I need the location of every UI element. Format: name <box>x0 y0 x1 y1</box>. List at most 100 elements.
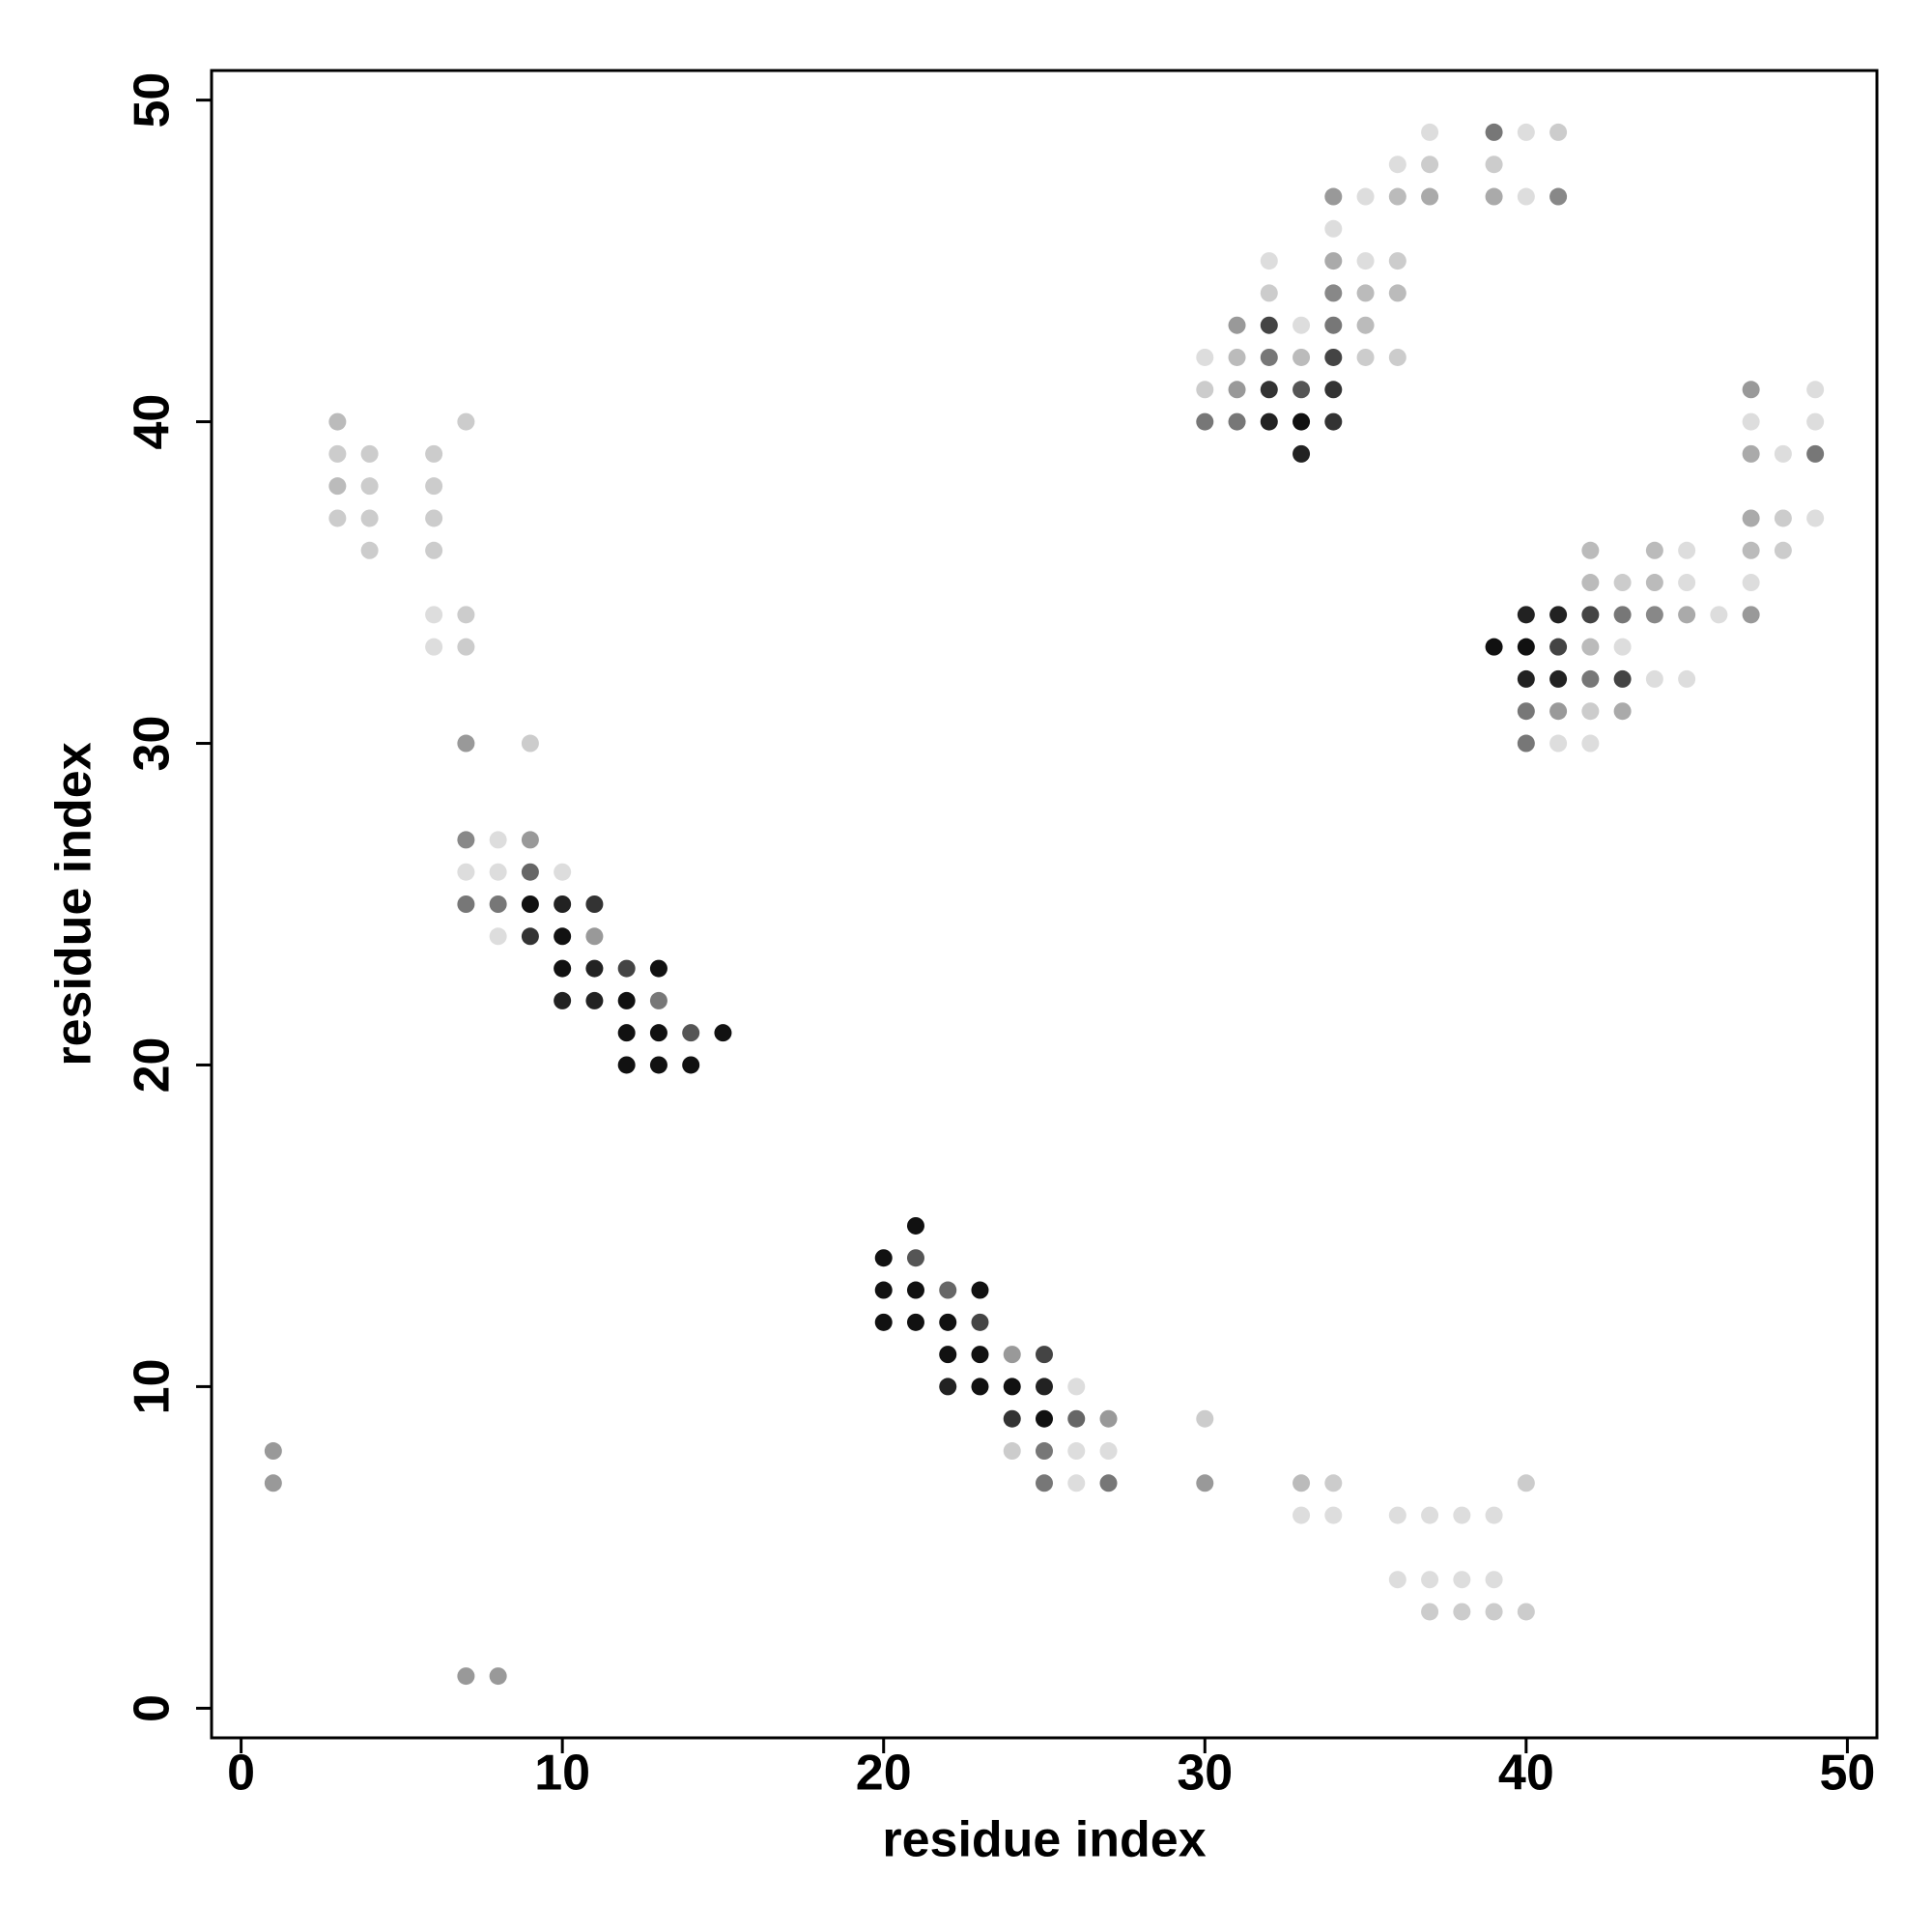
point <box>1356 187 1375 206</box>
point <box>617 959 636 978</box>
point <box>1421 1571 1439 1589</box>
point <box>1067 1442 1086 1461</box>
point <box>1742 606 1760 624</box>
x-tick-label: 40 <box>1498 1746 1554 1802</box>
point <box>1293 444 1311 463</box>
point <box>585 959 604 978</box>
point <box>1581 638 1600 656</box>
point <box>1453 1603 1471 1621</box>
point <box>906 1313 924 1331</box>
point <box>971 1313 989 1331</box>
point <box>457 606 475 624</box>
point <box>1645 669 1663 688</box>
point <box>1324 1506 1343 1524</box>
point <box>425 444 443 463</box>
point <box>874 1281 893 1299</box>
x-tick-label: 10 <box>534 1746 590 1802</box>
point <box>1517 187 1535 206</box>
point <box>1678 606 1696 624</box>
point <box>1228 316 1246 334</box>
point <box>1806 509 1825 527</box>
point <box>521 734 539 753</box>
point <box>425 606 443 624</box>
point <box>1356 348 1375 366</box>
point <box>1196 412 1214 431</box>
point <box>1421 1506 1439 1524</box>
y-tick-label: 50 <box>125 72 181 128</box>
point <box>1293 1474 1311 1492</box>
point <box>1099 1409 1118 1428</box>
point <box>360 541 379 559</box>
point <box>1388 1506 1406 1524</box>
point <box>457 1667 475 1686</box>
point <box>682 1056 700 1074</box>
point <box>906 1281 924 1299</box>
point <box>1774 444 1792 463</box>
point <box>1388 156 1406 174</box>
point <box>554 863 572 881</box>
point <box>1293 348 1311 366</box>
point <box>1613 606 1632 624</box>
point <box>1742 381 1760 399</box>
point <box>1581 541 1600 559</box>
point <box>1549 702 1568 721</box>
point <box>1774 541 1792 559</box>
plot-frame <box>210 69 1879 1740</box>
point <box>489 927 507 946</box>
point <box>1036 1474 1053 1492</box>
point <box>1324 284 1343 302</box>
point <box>1645 606 1663 624</box>
point <box>1581 702 1600 721</box>
point <box>1453 1571 1471 1589</box>
point <box>1517 1474 1535 1492</box>
point <box>1581 574 1600 592</box>
point <box>1581 669 1600 688</box>
point <box>617 1024 636 1042</box>
point <box>1260 316 1278 334</box>
point <box>1196 381 1214 399</box>
point <box>489 895 507 913</box>
point <box>1517 669 1535 688</box>
point <box>1517 1603 1535 1621</box>
point <box>328 412 347 431</box>
point <box>360 444 379 463</box>
point <box>1806 412 1825 431</box>
point <box>1613 669 1632 688</box>
point <box>1196 1409 1214 1428</box>
point <box>554 895 572 913</box>
point <box>649 1056 668 1074</box>
x-tick-label: 30 <box>1177 1746 1233 1802</box>
point <box>971 1378 989 1396</box>
point <box>1421 123 1439 141</box>
point <box>1293 412 1311 431</box>
point <box>1774 509 1792 527</box>
point <box>1517 606 1535 624</box>
point <box>1645 541 1663 559</box>
point <box>1003 1442 1021 1461</box>
point <box>1293 316 1311 334</box>
point <box>906 1249 924 1267</box>
point <box>1196 348 1214 366</box>
point <box>874 1313 893 1331</box>
point <box>1260 252 1278 270</box>
point <box>1036 1442 1053 1461</box>
point <box>1356 284 1375 302</box>
y-axis-title: residue index <box>46 742 102 1065</box>
point <box>1324 187 1343 206</box>
point <box>1388 284 1406 302</box>
point <box>554 927 572 946</box>
point <box>1710 606 1728 624</box>
point <box>617 1056 636 1074</box>
point <box>1581 606 1600 624</box>
point <box>1485 1506 1503 1524</box>
y-tick-label: 0 <box>125 1694 181 1722</box>
point <box>489 1667 507 1686</box>
point <box>1549 123 1568 141</box>
x-tick-label: 50 <box>1819 1746 1875 1802</box>
point <box>264 1442 282 1461</box>
point <box>649 1024 668 1042</box>
point <box>585 927 604 946</box>
point <box>457 831 475 849</box>
point <box>1228 348 1246 366</box>
